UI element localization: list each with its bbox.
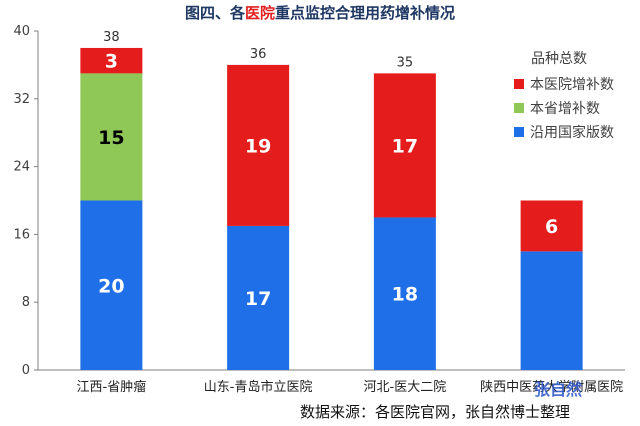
total-label: 36 [250,47,267,62]
bar-segment [373,73,436,218]
chart-title: 图四、各医院重点监控合理用药增补情况 [0,2,640,23]
category-label: 河北-医大二院 [364,380,447,395]
title-suffix: 重点监控合理用药增补情况 [275,4,456,22]
y-tick-label: 8 [22,295,30,310]
title-prefix: 图四、各 [184,4,245,22]
y-tick-label: 0 [22,363,30,378]
category-label: 山东-青岛市立医院 [204,379,313,395]
bar-segment [80,200,143,370]
legend-swatch [514,79,524,89]
legend-title: 品种总数 [531,51,587,67]
bar-segment [80,47,143,74]
bar-segment [373,217,436,370]
legend-swatch [514,127,524,137]
data-label: 17 [245,288,271,310]
data-label: 6 [545,216,558,238]
bar-segment [80,73,143,201]
data-label: 19 [245,135,271,157]
bar-segment [227,64,290,226]
data-label: 3 [105,51,118,73]
y-tick-label: 24 [13,160,30,175]
legend-item: 沿用国家版数 [530,124,614,141]
data-label: 15 [98,127,124,149]
watermark-text: 张自然 [534,380,583,399]
bar-segment [227,225,290,370]
data-label: 18 [392,284,418,306]
title-highlight: 医院 [244,4,275,22]
y-tick-label: 40 [13,24,30,39]
legend-item: 本省增补数 [530,101,600,117]
y-tick-label: 32 [13,92,30,107]
source-note: 数据来源：各医院官网，张自然博士整理 [300,403,571,421]
total-label: 35 [397,55,414,70]
bar-segment [520,251,583,370]
category-label: 江西-省肿瘤 [77,379,147,395]
category-label: 陕西中医药大学附属医院 [480,379,623,395]
total-label: 38 [103,30,120,45]
data-label: 17 [392,135,418,157]
legend-item: 本医院增补数 [530,77,614,93]
bar-segment [520,200,583,252]
y-tick-label: 16 [13,227,30,242]
data-label: 20 [98,275,124,297]
legend-swatch [514,103,524,113]
